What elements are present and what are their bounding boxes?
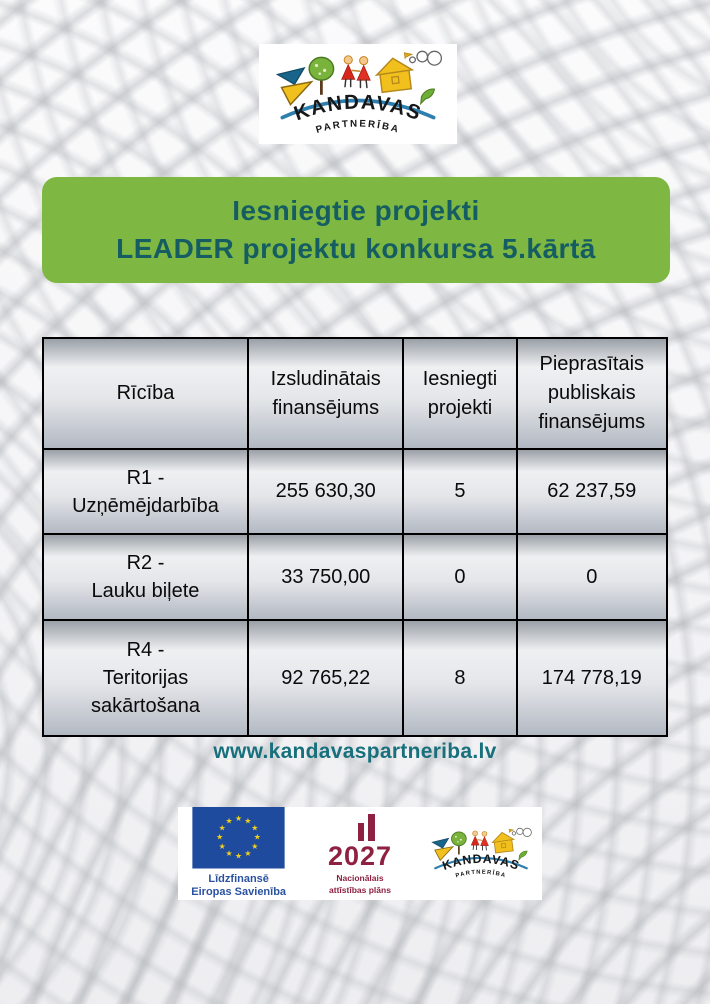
- projects-table: Rīcība Izsludinātais finansējums Iesnieg…: [42, 337, 669, 737]
- kandavas-partneriba-logo-small: [421, 807, 542, 900]
- website-link[interactable]: www.kandavaspartneriba.lv: [213, 740, 497, 763]
- eu-text-line-2: Eiropas Savienība: [191, 886, 287, 899]
- cell-r1-submitted: 5: [402, 448, 518, 535]
- cell-r4-label: R4 - Teritorijas sakārtošana: [42, 619, 249, 737]
- cell-r4-requested: 174 778,19: [515, 619, 669, 737]
- title-line-2: LEADER projektu konkursa 5.kārtā: [116, 233, 596, 264]
- cell-r2-submitted: 0: [402, 533, 518, 621]
- col-header-iesniegti: Iesniegti projekti: [402, 337, 518, 450]
- eu-cofinance-logo: Līdzfinansē Eiropas Savienība: [178, 807, 299, 900]
- ndp-text-line-2: attīstības plāns: [329, 884, 391, 895]
- col-header-izsludinatais: Izsludinātais finansējums: [246, 337, 405, 450]
- kandavas-logo-icon: [263, 46, 453, 142]
- cell-r4-announced: 92 765,22: [246, 619, 405, 737]
- footer-logos-strip: Līdzfinansē Eiropas Savienība 2027 Nacio…: [178, 807, 542, 900]
- title-banner: Iesniegtie projekti LEADER projektu konk…: [42, 177, 670, 283]
- eu-text-line-1: Līdzfinansē: [208, 872, 269, 885]
- table-row: R2 - Lauku biļete 33 750,00 0 0: [42, 533, 669, 621]
- cell-r4-submitted: 8: [402, 619, 518, 737]
- table-row: R4 - Teritorijas sakārtošana 92 765,22 8…: [42, 619, 669, 737]
- cell-r1-announced: 255 630,30: [246, 448, 405, 535]
- eu-flag-icon: [192, 807, 285, 869]
- ndp-text-line-1: Nacionālais: [336, 873, 384, 884]
- table-header-row: Rīcība Izsludinātais finansējums Iesnieg…: [42, 337, 669, 450]
- projects-table-wrap: Rīcība Izsludinātais finansējums Iesnieg…: [42, 337, 669, 737]
- title-line-1: Iesniegtie projekti: [232, 195, 480, 226]
- kandavas-partneriba-logo: [259, 44, 457, 144]
- ndp-year: 2027: [327, 841, 393, 872]
- ndp-bars-icon: [358, 811, 376, 842]
- cell-r2-label: R2 - Lauku biļete: [42, 533, 249, 621]
- table-row: R1 - Uzņēmējdarbība 255 630,30 5 62 237,…: [42, 448, 669, 535]
- national-development-plan-logo: 2027 Nacionālais attīstības plāns: [299, 807, 420, 900]
- col-header-pieprasitais: Pieprasītais publiskais finansējums: [515, 337, 669, 450]
- cell-r2-announced: 33 750,00: [246, 533, 405, 621]
- cell-r1-label: R1 - Uzņēmējdarbība: [42, 448, 249, 535]
- kandavas-logo-icon: [425, 825, 537, 883]
- cell-r1-requested: 62 237,59: [515, 448, 669, 535]
- col-header-riciba: Rīcība: [42, 337, 249, 450]
- cell-r2-requested: 0: [515, 533, 669, 621]
